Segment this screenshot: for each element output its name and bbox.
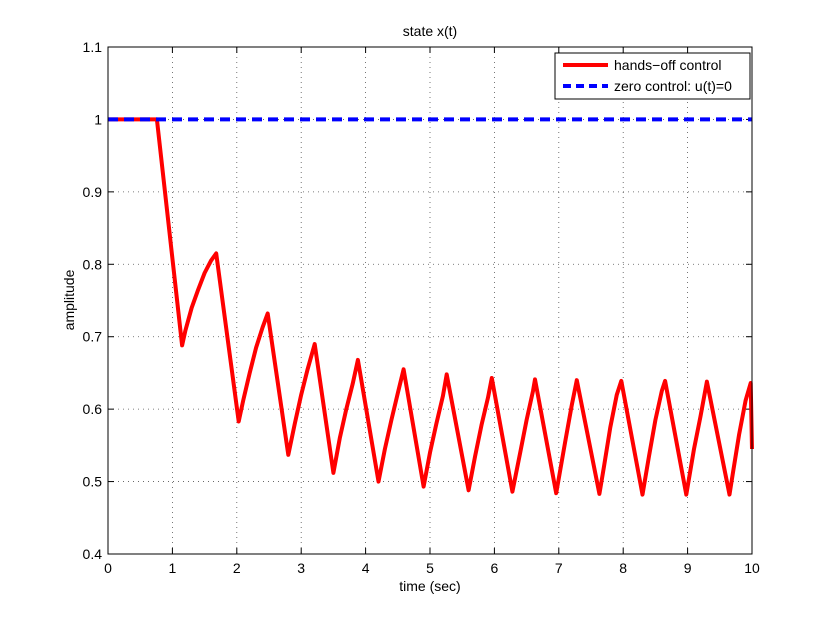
x-tick-label: 4 (362, 560, 370, 576)
x-tick-label: 6 (491, 560, 499, 576)
x-tick-label: 8 (619, 560, 627, 576)
legend: hands−off control zero control: u(t)=0 (554, 52, 751, 100)
x-axis-label: time (sec) (399, 578, 460, 594)
x-tick-label: 5 (426, 560, 434, 576)
y-axis-label: amplitude (61, 269, 77, 330)
series-hands-off-control (108, 117, 754, 497)
series-lines (108, 117, 754, 497)
y-tick-label: 0.8 (83, 256, 103, 272)
x-tick-label: 3 (297, 560, 305, 576)
legend-box (554, 52, 751, 100)
x-tick-label: 0 (104, 560, 112, 576)
y-tick-label: 0.4 (83, 546, 103, 562)
y-tick-label: 0.5 (83, 474, 103, 490)
legend-label-hands-off-control: hands−off control (614, 57, 722, 73)
y-tick-label: 0.7 (83, 329, 103, 345)
y-tick-label: 1 (94, 111, 102, 127)
y-tick-label: 1.1 (83, 39, 103, 55)
plot-frame (107, 46, 753, 555)
x-tick-label: 7 (555, 560, 563, 576)
x-tick-label: 9 (684, 560, 692, 576)
x-tick-label: 1 (169, 560, 177, 576)
x-tick-label: 10 (744, 560, 760, 576)
y-tick-label: 0.9 (83, 184, 103, 200)
x-tick-label: 2 (233, 560, 241, 576)
y-tick-label: 0.6 (83, 401, 103, 417)
plot-area (107, 46, 753, 555)
legend-label-zero-control: zero control: u(t)=0 (614, 78, 732, 94)
chart-title: state x(t) (403, 23, 457, 39)
